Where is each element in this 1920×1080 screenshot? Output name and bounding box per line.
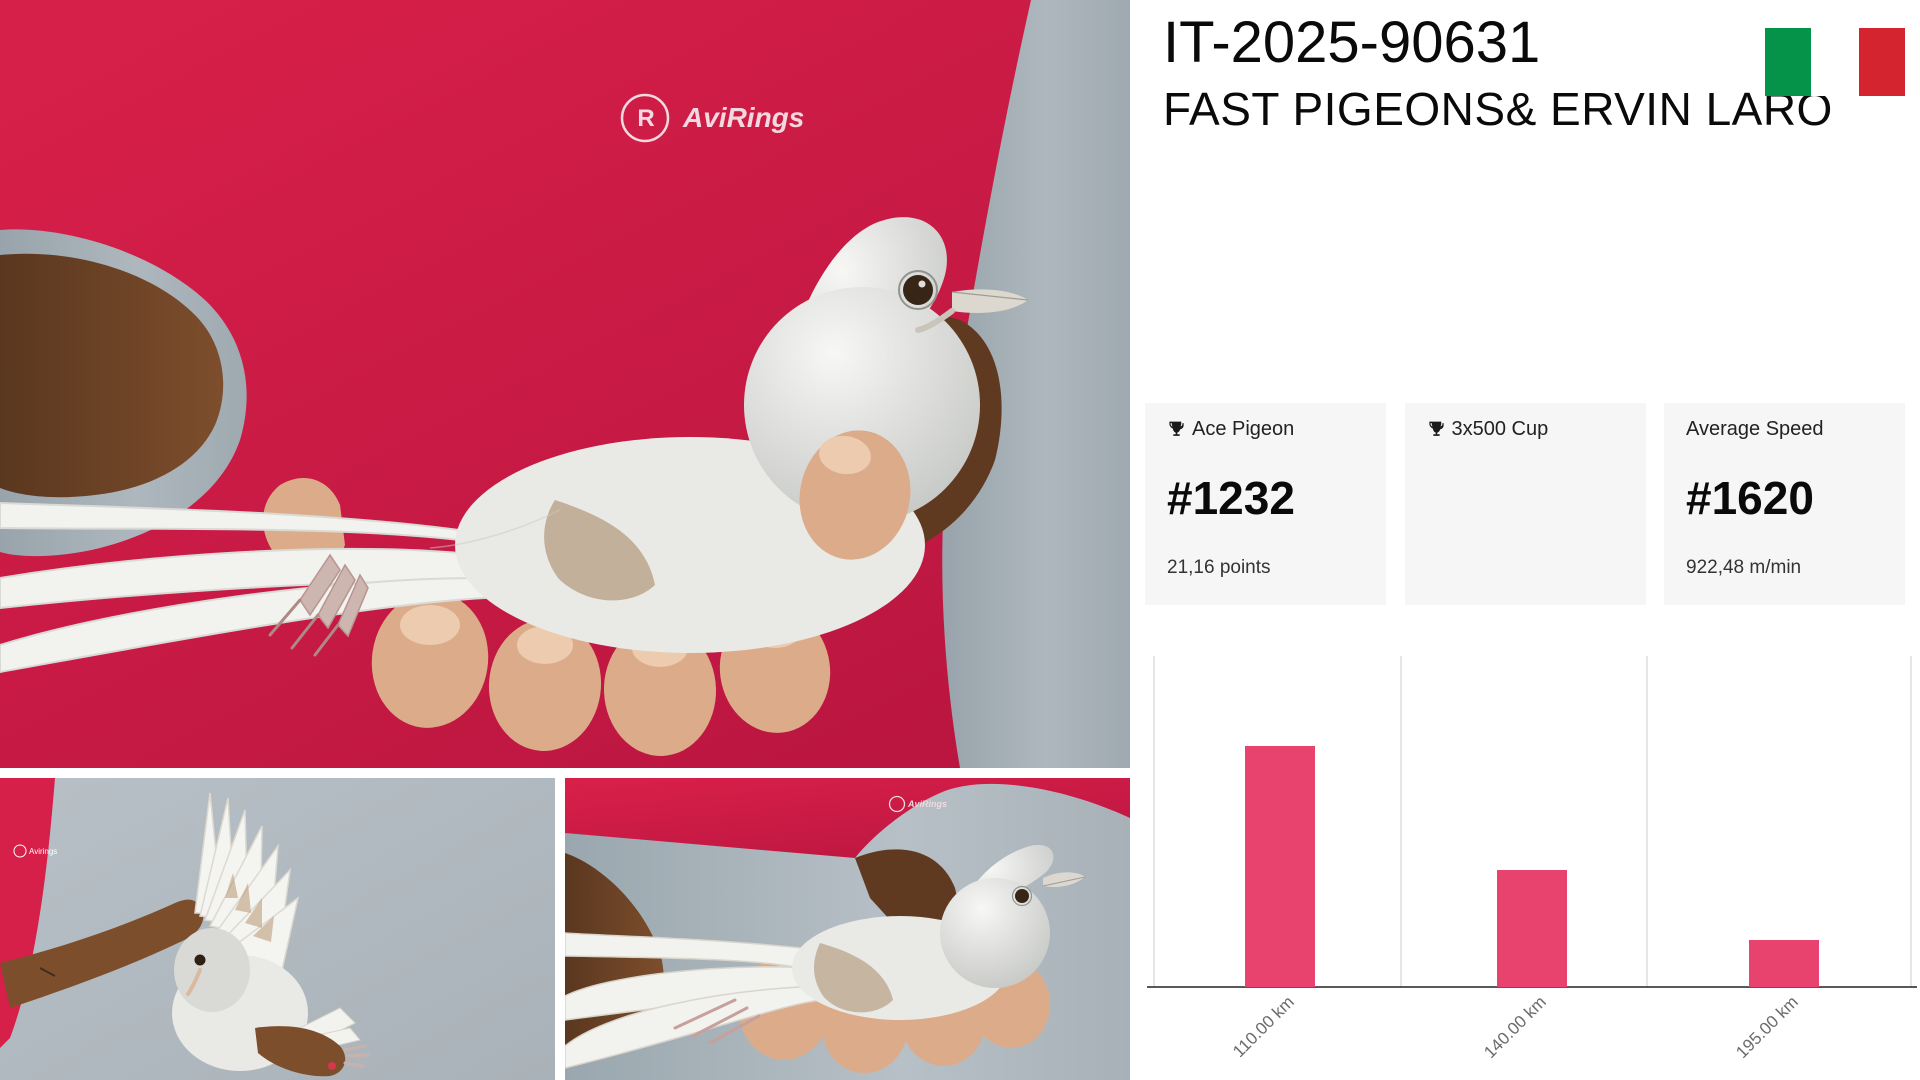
svg-text:110.00 km: 110.00 km	[1229, 992, 1298, 1061]
svg-text:AviRings: AviRings	[907, 799, 947, 809]
svg-text:Avirings: Avirings	[29, 847, 57, 856]
svg-text:140.00 km: 140.00 km	[1480, 992, 1550, 1062]
svg-text:AviRings: AviRings	[682, 102, 804, 133]
svg-text:R: R	[637, 105, 654, 132]
svg-text:195.00 km: 195.00 km	[1732, 992, 1802, 1062]
